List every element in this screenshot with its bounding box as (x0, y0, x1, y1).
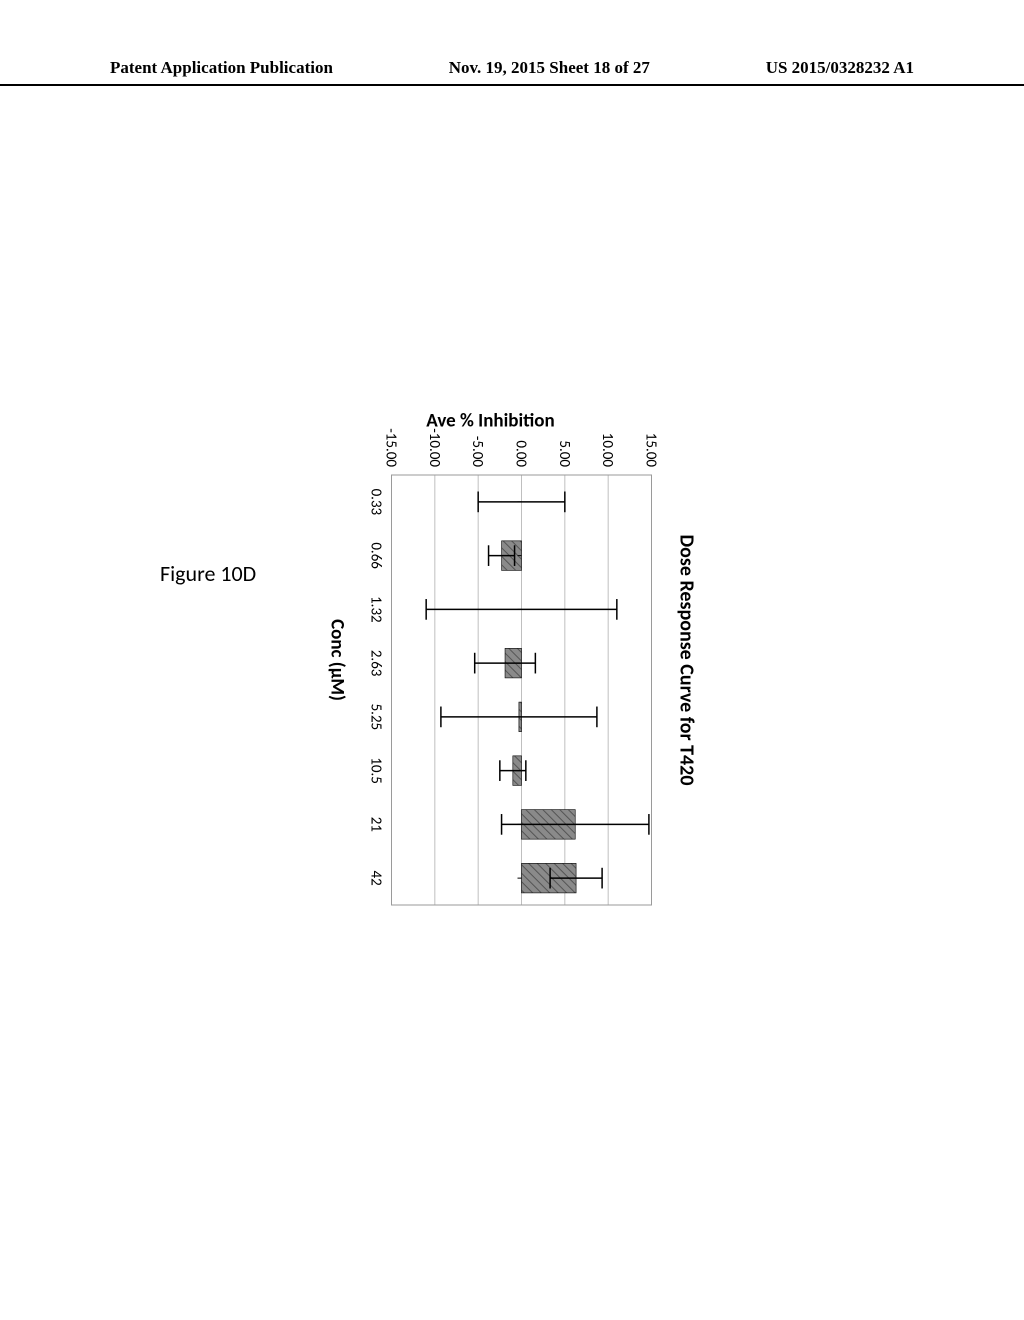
svg-text:21: 21 (367, 817, 385, 832)
header-right: US 2015/0328232 A1 (766, 58, 914, 78)
bar-chart: 15.00 10.00 5.00 0.00 -5.00 -10.00 -15.00 0.33 0… (357, 405, 657, 915)
chart-box: Ave % Inhibition 15.00 10.00 5.00 0.00 -5.00… (326, 405, 657, 915)
header-center: Nov. 19, 2015 Sheet 18 of 27 (449, 58, 650, 78)
svg-text:0.66: 0.66 (367, 542, 385, 569)
chart-title: Dose Response Curve for T420 (675, 405, 699, 915)
svg-text:42: 42 (367, 871, 385, 886)
svg-text:1.32: 1.32 (367, 596, 385, 623)
figure-label: Figure 10D (160, 560, 256, 587)
svg-text:15.00: 15.00 (642, 433, 657, 468)
chart-container: Dose Response Curve for T420 Ave % Inhib… (326, 405, 699, 915)
x-axis-label: Conc (µM) (326, 405, 349, 915)
y-axis-label: Ave % Inhibition (427, 410, 555, 433)
svg-text:-10.00: -10.00 (425, 428, 443, 467)
svg-text:10.5: 10.5 (367, 757, 385, 784)
page: Patent Application Publication Nov. 19, … (0, 0, 1024, 1320)
header-left: Patent Application Publication (110, 58, 333, 78)
page-header: Patent Application Publication Nov. 19, … (0, 58, 1024, 86)
svg-text:0.00: 0.00 (512, 440, 530, 467)
svg-text:0.33: 0.33 (367, 489, 385, 516)
svg-text:5.00: 5.00 (555, 440, 573, 467)
svg-text:5.25: 5.25 (367, 704, 385, 731)
svg-text:-5.00: -5.00 (468, 436, 486, 468)
svg-text:2.63: 2.63 (367, 650, 385, 677)
svg-text:10.00: 10.00 (598, 433, 616, 468)
svg-text:-15.00: -15.00 (382, 428, 400, 467)
